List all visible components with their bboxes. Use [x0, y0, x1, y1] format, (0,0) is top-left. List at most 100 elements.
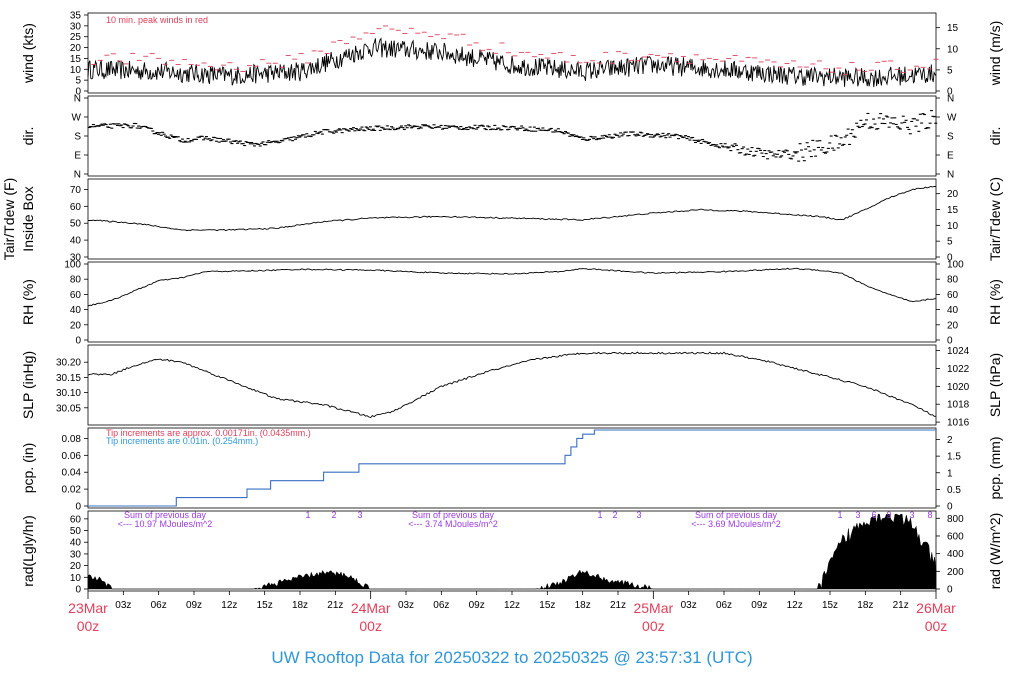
rad-day-sum-label: Sum of previous day — [695, 510, 778, 520]
y-tick-label-right: 20 — [947, 320, 959, 331]
y-tick-label: E — [74, 151, 81, 162]
y-axis-label-right: rad (W/m^2) — [987, 513, 1003, 590]
y-tick-label: 30 — [70, 549, 82, 560]
y-tick-label-right: 0 — [947, 87, 953, 98]
y-tick-label: W — [72, 113, 82, 124]
panel-frame — [87, 178, 937, 260]
y-axis-label-right: dir. — [987, 127, 1003, 146]
y-tick-label-right: 1 — [947, 468, 953, 479]
x-day-label: 24Mar — [351, 600, 391, 616]
y-tick-label: 20 — [70, 320, 82, 331]
panel-temp: 30 40 50 60 70 0 5 10 15 20 Tair/Tdew (F) Inside Bo… — [1, 177, 1003, 264]
pcp-tip-mark: 3 — [909, 510, 914, 520]
y-tick-label-right: 600 — [947, 531, 964, 542]
panel-frame — [87, 427, 937, 509]
y-tick-label: 15 — [70, 54, 82, 65]
x-tick-label: 06z — [151, 600, 167, 611]
x-tick-label: 18z — [857, 600, 873, 611]
y-tick-label-right: 2 — [947, 435, 953, 446]
y-tick-label: 0 — [75, 87, 81, 98]
y-axis-label: rad(Lgly/hr) — [20, 515, 36, 587]
y-tick-label: 100 — [64, 260, 81, 271]
y-tick-label: 30.20 — [56, 358, 81, 369]
y-axis-label-right: wind (m/s) — [987, 21, 1003, 87]
x-tick-label: 21z — [893, 600, 909, 611]
y-tick-label-right: 80 — [947, 275, 959, 286]
x-tick-label: 03z — [115, 600, 131, 611]
pcp-tip-mark: 2 — [612, 510, 617, 520]
panel-frame — [87, 261, 937, 343]
x-tick-label: 09z — [469, 600, 485, 611]
y-tick-label-right: 1016 — [947, 418, 970, 429]
y-tick-label-right: N — [947, 170, 954, 181]
y-tick-label-right: 20 — [947, 189, 959, 200]
y-tick-label: 0.02 — [62, 485, 82, 496]
rad-day-sum-value: <--- 10.97 MJoules/m^2 — [118, 519, 213, 529]
y-tick-label: 40 — [70, 305, 82, 316]
rad-day-sum-label: Sum of previous day — [412, 510, 495, 520]
y-tick-label: 0.06 — [62, 451, 82, 462]
rad-day-sum-value: <--- 3.69 MJoules/m^2 — [691, 519, 781, 529]
x-tick-label: 15z — [257, 600, 273, 611]
y-axis-label-right: RH (%) — [987, 279, 1003, 325]
pcp-annotation-1: Tip increments are approx. 0.00171in. (0… — [106, 428, 311, 438]
pcp-tip-mark: 8 — [927, 510, 932, 520]
y-tick-label-right: 1.5 — [947, 452, 961, 463]
y-tick-label: 30.10 — [56, 388, 81, 399]
y-axis-label-right: SLP (hPa) — [987, 353, 1003, 417]
x-tick-label: 12z — [504, 600, 520, 611]
y-tick-label-right: N — [947, 94, 954, 105]
y-tick-label-right: 200 — [947, 567, 964, 578]
x-day-label: 23Mar — [68, 600, 108, 616]
y-tick-label: N — [74, 170, 81, 181]
x-tick-label: 15z — [822, 600, 838, 611]
x-tick-label: 21z — [327, 600, 343, 611]
x-day-label: 26Mar — [916, 600, 956, 616]
x-tick-label: 15z — [539, 600, 555, 611]
y-tick-label-right: 400 — [947, 549, 964, 560]
x-tick-label: 18z — [575, 600, 591, 611]
y-axis-label-secondary: Inside Box — [20, 186, 36, 251]
y-tick-label: 30.05 — [56, 403, 81, 414]
wind-annotation: 10 min. peak winds in red — [106, 15, 208, 25]
panel-slp: 30.05 30.10 30.15 30.20 1016 1018 1020 1022 1024… — [20, 344, 1003, 429]
x-day-label: 25Mar — [633, 600, 673, 616]
x-day-label-hour: 00z — [642, 618, 665, 634]
x-tick-label: 18z — [292, 600, 308, 611]
y-tick-label: 30 — [70, 21, 82, 32]
x-tick-label: 03z — [398, 600, 414, 611]
x-axis: 03z 06z 09z 12z 15z 18z 21z 03z 06z 09z 12z 15z 18z 2… — [68, 591, 956, 634]
y-tick-label: N — [74, 94, 81, 105]
y-tick-label-right: 40 — [947, 305, 959, 316]
y-tick-label: 20 — [70, 561, 82, 572]
y-tick-label: 20 — [70, 43, 82, 54]
y-tick-label-right: 100 — [947, 260, 964, 271]
y-tick-label: 0 — [75, 336, 81, 347]
pcp-tip-mark: 1 — [837, 510, 842, 520]
y-tick-label-right: 15 — [947, 205, 959, 216]
y-tick-label-right: 10 — [947, 221, 959, 232]
x-tick-label: 09z — [751, 600, 767, 611]
y-tick-label-right: 5 — [947, 237, 953, 248]
y-tick-label: 0.08 — [62, 434, 82, 445]
y-tick-label: S — [74, 132, 81, 143]
y-axis-label: dir. — [20, 127, 36, 146]
x-tick-label: 21z — [610, 600, 626, 611]
y-tick-label: 60 — [70, 202, 82, 213]
y-tick-label-right: 1022 — [947, 364, 970, 375]
y-tick-label-right: 1024 — [947, 346, 970, 357]
y-tick-label: 10 — [70, 573, 82, 584]
y-tick-label-right: 1018 — [947, 400, 970, 411]
y-tick-label-right: 10 — [947, 44, 959, 55]
y-axis-label: RH (%) — [20, 279, 36, 325]
y-tick-label: 40 — [70, 236, 82, 247]
y-tick-label: 80 — [70, 275, 82, 286]
y-tick-label: 0 — [75, 502, 81, 513]
y-axis-label: pcp. (in) — [20, 443, 36, 494]
temp-line — [88, 185, 937, 232]
y-tick-label-right: 60 — [947, 290, 959, 301]
y-tick-label-right: 15 — [947, 23, 959, 34]
x-tick-label: 03z — [681, 600, 697, 611]
